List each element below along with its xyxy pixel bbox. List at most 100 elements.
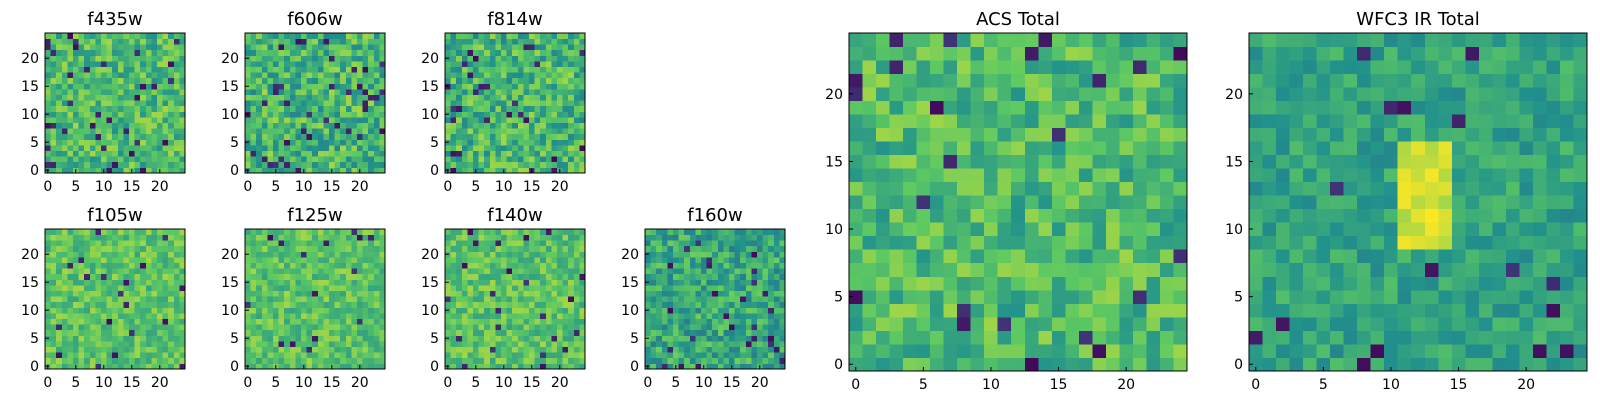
- heatmap-cell: [45, 229, 51, 235]
- heatmap-cell: [1024, 276, 1039, 291]
- heatmap-cell: [151, 257, 158, 263]
- x-tick-label: 20: [151, 375, 169, 391]
- heatmap-cell: [134, 49, 141, 56]
- heatmap-cell: [323, 61, 330, 67]
- heatmap-cell: [261, 268, 268, 275]
- heatmap-cell: [78, 66, 85, 73]
- heatmap-cell: [717, 357, 724, 364]
- heatmap-cell: [517, 38, 524, 45]
- heatmap-cell: [545, 77, 552, 84]
- heatmap-cell: [557, 122, 563, 129]
- heatmap-cell: [456, 335, 463, 342]
- heatmap-cell: [73, 61, 79, 67]
- heatmap-cell: [1051, 222, 1066, 237]
- heatmap-cell: [1159, 154, 1174, 169]
- heatmap-cell: [78, 324, 85, 331]
- heatmap-cell: [970, 141, 985, 156]
- heatmap-cell: [301, 357, 307, 364]
- heatmap-cell: [501, 240, 507, 247]
- heatmap-cell: [95, 117, 102, 123]
- heatmap-cell: [568, 240, 575, 247]
- heatmap-cell: [512, 94, 519, 101]
- heatmap-cell: [373, 279, 380, 286]
- heatmap-cell: [173, 133, 180, 140]
- heatmap-cell: [545, 33, 552, 39]
- heatmap-cell: [134, 167, 141, 174]
- heatmap-cell: [456, 94, 463, 101]
- heatmap-cell: [323, 324, 330, 331]
- heatmap-cell: [373, 105, 380, 112]
- heatmap-cell: [489, 61, 496, 67]
- heatmap-cell: [357, 117, 363, 123]
- heatmap-cell: [706, 251, 713, 258]
- heatmap-cell: [529, 161, 535, 168]
- heatmap-cell: [957, 276, 972, 291]
- heatmap-cell: [157, 105, 163, 112]
- heatmap-cell: [579, 290, 586, 297]
- heatmap-cell: [250, 66, 257, 73]
- heatmap-cell: [312, 240, 319, 247]
- heatmap-cell: [379, 285, 386, 291]
- heatmap-cell: [734, 290, 741, 297]
- heatmap-cell: [768, 290, 775, 297]
- heatmap-cell: [112, 128, 119, 135]
- heatmap-cell: [84, 273, 91, 280]
- heatmap-cell: [1078, 222, 1093, 237]
- heatmap-cell: [512, 352, 519, 359]
- heatmap-cell: [768, 363, 775, 370]
- heatmap-cell: [151, 240, 158, 247]
- heatmap-cell: [545, 307, 552, 314]
- heatmap-cell: [61, 357, 68, 364]
- heatmap-cell: [768, 357, 775, 364]
- heatmap-cell: [517, 262, 524, 269]
- x-tick-label: 15: [323, 375, 341, 391]
- heatmap-cell: [534, 77, 541, 84]
- heatmap-cell: [179, 285, 186, 291]
- heatmap-cell: [489, 77, 496, 84]
- heatmap-cell: [162, 55, 169, 62]
- heatmap-cell: [701, 262, 707, 269]
- heatmap-cell: [295, 77, 302, 84]
- heatmap-cell: [95, 245, 102, 252]
- heatmap-cell: [489, 234, 496, 241]
- heatmap-cell: [284, 352, 291, 359]
- heatmap-cell: [478, 122, 485, 129]
- heatmap-cell: [450, 307, 457, 314]
- heatmap-cell: [445, 49, 451, 56]
- heatmap-cell: [312, 313, 319, 319]
- heatmap-cell: [489, 245, 496, 252]
- heatmap-cell: [345, 139, 352, 146]
- heatmap-cell: [545, 290, 552, 297]
- heatmap-cell: [117, 313, 124, 319]
- heatmap-cell: [95, 329, 102, 336]
- heatmap-cell: [261, 94, 268, 101]
- heatmap-cell: [930, 262, 945, 277]
- heatmap-cell: [529, 38, 535, 45]
- heatmap-cell: [362, 245, 369, 252]
- heatmap-cell: [645, 273, 651, 280]
- heatmap-cell: [157, 61, 163, 67]
- heatmap-cell: [261, 122, 268, 129]
- heatmap-cell: [1132, 127, 1147, 142]
- heatmap-cell: [329, 49, 335, 56]
- heatmap-cell: [506, 352, 513, 359]
- heatmap-cell: [340, 38, 347, 45]
- heatmap-cell: [95, 234, 102, 241]
- heatmap-cell: [489, 55, 496, 62]
- heatmap-cell: [157, 245, 163, 252]
- heatmap-cell: [84, 128, 91, 135]
- heatmap-cell: [478, 133, 485, 140]
- heatmap-cell: [78, 72, 85, 79]
- heatmap-cell: [512, 150, 519, 157]
- heatmap-cell: [523, 122, 530, 129]
- heatmap-cell: [512, 296, 519, 303]
- heatmap-cell: [456, 268, 463, 275]
- heatmap-cell: [334, 285, 341, 291]
- heatmap-cell: [267, 94, 274, 101]
- heatmap-cell: [467, 83, 474, 90]
- heatmap-cell: [73, 77, 79, 84]
- heatmap-cell: [568, 139, 575, 146]
- heatmap-cell: [273, 234, 279, 241]
- heatmap-cell: [267, 329, 274, 336]
- heatmap-cell: [506, 229, 513, 235]
